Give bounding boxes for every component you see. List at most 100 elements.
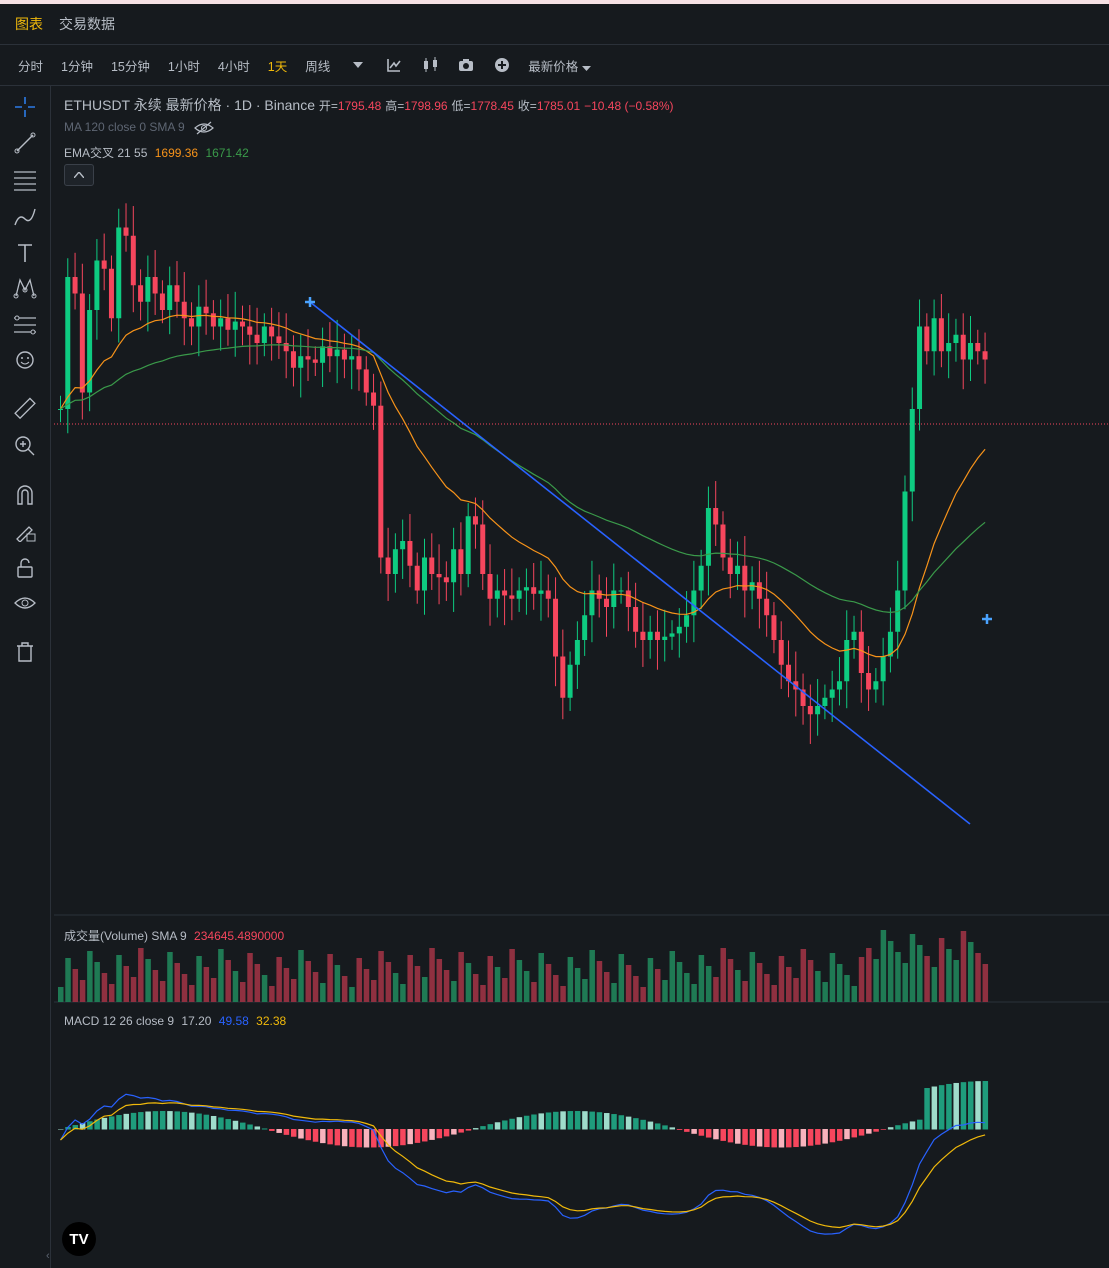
- chart-pane[interactable]: [54, 86, 1109, 1268]
- price-chart[interactable]: [54, 86, 1109, 1268]
- volume-bar: [261, 975, 268, 1002]
- macd-histogram-bar: [836, 1129, 843, 1141]
- tab-chart[interactable]: 图表: [15, 16, 43, 32]
- price-type-select[interactable]: 最新价格: [528, 56, 591, 75]
- ema-legend[interactable]: EMA交叉 21 55 1699.36 1671.42: [64, 144, 249, 161]
- candle: [305, 356, 311, 360]
- macd-histogram-bar: [196, 1113, 202, 1130]
- candle: [742, 565, 748, 591]
- volume-bar: [946, 949, 952, 1002]
- interval-1m[interactable]: 1分钟: [61, 59, 93, 74]
- candle: [196, 306, 202, 327]
- trendline-icon[interactable]: [13, 131, 37, 155]
- candle: [582, 615, 588, 640]
- macd-histogram-bar: [807, 1129, 814, 1146]
- interval-1w[interactable]: 周线: [305, 59, 331, 74]
- interval-1d[interactable]: 1天: [267, 59, 288, 74]
- ma-legend[interactable]: MA 120 close 0 SMA 9: [64, 120, 214, 135]
- trash-icon[interactable]: [13, 640, 37, 664]
- volume-bar: [720, 948, 726, 1002]
- macd-histogram-bar: [159, 1111, 166, 1130]
- interval-timeline[interactable]: 分时: [18, 59, 44, 74]
- collapse-legend-button[interactable]: [64, 164, 94, 186]
- candle: [494, 590, 500, 599]
- add-icon[interactable]: [494, 57, 510, 73]
- eye-icon[interactable]: [13, 591, 37, 615]
- brush-icon[interactable]: [13, 204, 37, 228]
- macd-histogram-bar: [305, 1129, 312, 1141]
- candle: [647, 631, 653, 640]
- macd-histogram-bar: [858, 1129, 865, 1136]
- macd-histogram-bar: [829, 1129, 836, 1143]
- macd-histogram-bar: [560, 1111, 566, 1130]
- macd-histogram-bar: [909, 1121, 916, 1130]
- macd-histogram-bar: [982, 1081, 989, 1130]
- candle: [174, 285, 180, 302]
- close-value: 1785.01: [536, 99, 581, 113]
- volume-bar: [538, 953, 544, 1002]
- pattern-icon[interactable]: [13, 276, 37, 300]
- macd-histogram-bar: [786, 1129, 792, 1148]
- change-value: −10.48 (−0.58%): [584, 99, 674, 113]
- candle: [516, 590, 522, 599]
- macd-histogram-bar: [516, 1117, 523, 1130]
- candle: [938, 318, 944, 352]
- chart-type-icon[interactable]: [422, 57, 438, 73]
- candle: [523, 587, 529, 591]
- candle: [771, 615, 777, 640]
- unlock-icon[interactable]: [13, 556, 37, 580]
- magnet-icon[interactable]: [13, 483, 37, 507]
- candle: [436, 574, 442, 578]
- volume-bar: [691, 984, 697, 1002]
- macd-histogram-bar: [887, 1127, 894, 1130]
- macd-histogram-bar: [422, 1129, 428, 1142]
- forecast-icon[interactable]: [13, 313, 37, 337]
- candle: [79, 293, 85, 393]
- macd-histogram-bar: [873, 1129, 879, 1132]
- candle: [953, 334, 959, 343]
- zoom-in-icon[interactable]: [13, 434, 37, 458]
- emoji-icon[interactable]: [13, 348, 37, 372]
- text-icon[interactable]: [13, 241, 37, 265]
- symbol-legend: ETHUSDT 永续 最新价格 · 1D · Binance 开=1795.48…: [64, 97, 674, 113]
- candle: [866, 673, 872, 690]
- candle: [443, 577, 449, 583]
- lock-drawing-icon[interactable]: [13, 519, 37, 543]
- interval-dropdown-icon[interactable]: [350, 57, 366, 73]
- macd-histogram-bar: [72, 1125, 79, 1130]
- volume-bar: [138, 948, 144, 1002]
- price-type-label: 最新价格: [528, 59, 579, 74]
- tradingview-logo[interactable]: TV: [62, 1222, 96, 1256]
- fib-icon[interactable]: [13, 168, 37, 192]
- crosshair-icon[interactable]: [13, 95, 37, 119]
- hidden-eye-icon[interactable]: [194, 121, 214, 135]
- candle: [320, 346, 326, 363]
- candle: [429, 557, 435, 574]
- candle: [116, 227, 122, 319]
- camera-icon[interactable]: [458, 57, 474, 73]
- macd-histogram-bar: [101, 1117, 108, 1130]
- macd-legend[interactable]: MACD 12 26 close 9 17.20 49.58 32.38: [64, 1014, 286, 1028]
- indicators-icon[interactable]: [386, 57, 402, 73]
- candle: [676, 626, 682, 634]
- interval-15m[interactable]: 15分钟: [110, 59, 150, 74]
- signal-line: [60, 1102, 986, 1229]
- interval-1h[interactable]: 1小时: [167, 59, 200, 74]
- interval-4h[interactable]: 4小时: [217, 59, 250, 74]
- ema-fast-line: [59, 314, 986, 658]
- tab-trade-data[interactable]: 交易数据: [59, 16, 115, 32]
- candle: [560, 656, 566, 698]
- volume-legend[interactable]: 成交量(Volume) SMA 9 234645.4890000: [64, 927, 284, 944]
- candle: [341, 349, 347, 360]
- scroll-left-icon[interactable]: ‹: [46, 1250, 50, 1262]
- ruler-icon[interactable]: [13, 397, 37, 421]
- volume-bar: [895, 952, 901, 1002]
- volume-bar: [960, 931, 967, 1002]
- volume-bar: [94, 962, 100, 1002]
- macd-histogram-bar: [625, 1116, 632, 1130]
- macd-value: 49.58: [218, 1014, 249, 1028]
- symbol-title[interactable]: ETHUSDT 永续 最新价格 · 1D · Binance: [64, 97, 316, 113]
- volume-bar: [254, 964, 261, 1002]
- volume-bar: [975, 953, 981, 1002]
- volume-bar: [232, 971, 239, 1002]
